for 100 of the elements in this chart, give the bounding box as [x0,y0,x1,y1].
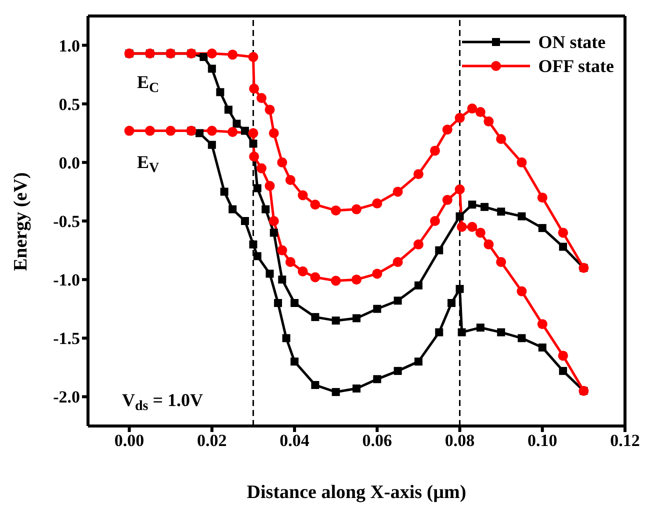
point [208,64,216,73]
point [330,205,341,216]
point [480,202,489,211]
y-axis-title: Energy (eV) [10,172,32,271]
point [208,140,216,149]
point [352,384,360,393]
y-tick-label: -2.0 [53,388,80,407]
annotation: E$_{V}$ [137,152,160,176]
point [392,257,403,267]
x-axis-title: Distance along X-axis (µm) [246,482,466,503]
point [352,204,362,214]
point [442,194,452,205]
point [285,257,296,267]
point [228,205,237,214]
point [264,180,275,191]
point [475,107,486,118]
point [476,324,484,332]
point [330,276,341,286]
point [311,381,320,389]
point [240,126,249,135]
point [484,116,494,126]
point [496,134,506,144]
point [311,313,320,322]
point [232,120,241,128]
point [249,84,260,94]
annotation: V$_{ds}$ = 1.0V [122,390,203,414]
x-tick-label: 0.12 [610,431,640,450]
point [206,48,217,58]
point [249,140,258,148]
point [290,358,299,366]
point [278,276,286,284]
point [516,286,527,296]
point [430,146,440,156]
point [430,216,440,226]
point [454,184,465,194]
point [456,212,464,220]
point [196,129,204,138]
point [266,270,274,278]
point [496,257,506,267]
point [224,106,232,114]
point [298,266,308,276]
point [518,212,526,220]
point [268,128,279,138]
point [282,334,290,342]
y-tick-label: -1.5 [53,329,80,348]
point [413,239,424,250]
x-tick-label: 0.04 [280,431,310,450]
point [144,126,155,136]
point [559,242,568,251]
point [442,124,452,135]
point [458,328,466,336]
x-tick-label: 0.06 [362,431,392,450]
point [256,163,266,174]
point [558,350,568,361]
point [413,169,424,180]
point [516,157,527,168]
point [467,104,478,114]
point [537,319,548,330]
point [467,222,478,232]
y-tick-label: -1.0 [53,270,80,290]
point [497,328,506,336]
point [228,50,238,60]
point [264,104,275,115]
point [256,93,266,103]
point [454,112,465,123]
point [518,334,526,342]
point [124,126,134,136]
point [392,186,403,197]
point [352,274,362,285]
point [538,344,546,352]
point [310,200,320,210]
point [394,296,402,305]
point [240,217,249,225]
legend-label: ON state [538,32,606,52]
point [372,198,382,208]
point [456,284,464,293]
point [394,366,402,375]
point [414,358,422,366]
point [228,126,238,137]
point [277,157,288,168]
point [253,252,262,260]
point [559,366,568,375]
point [274,299,282,307]
point [277,245,288,256]
point [290,299,299,307]
point [285,175,296,185]
point [332,388,340,396]
point [373,304,382,313]
point [538,224,546,232]
point [310,272,320,282]
point [332,316,340,325]
point [166,126,176,136]
x-tick-label: 0.10 [528,431,558,450]
point [249,152,260,162]
point [372,268,382,279]
point [248,52,258,62]
point [497,208,506,216]
annotation: E$_{C}$ [137,72,160,96]
point [558,228,568,238]
point [448,299,456,307]
